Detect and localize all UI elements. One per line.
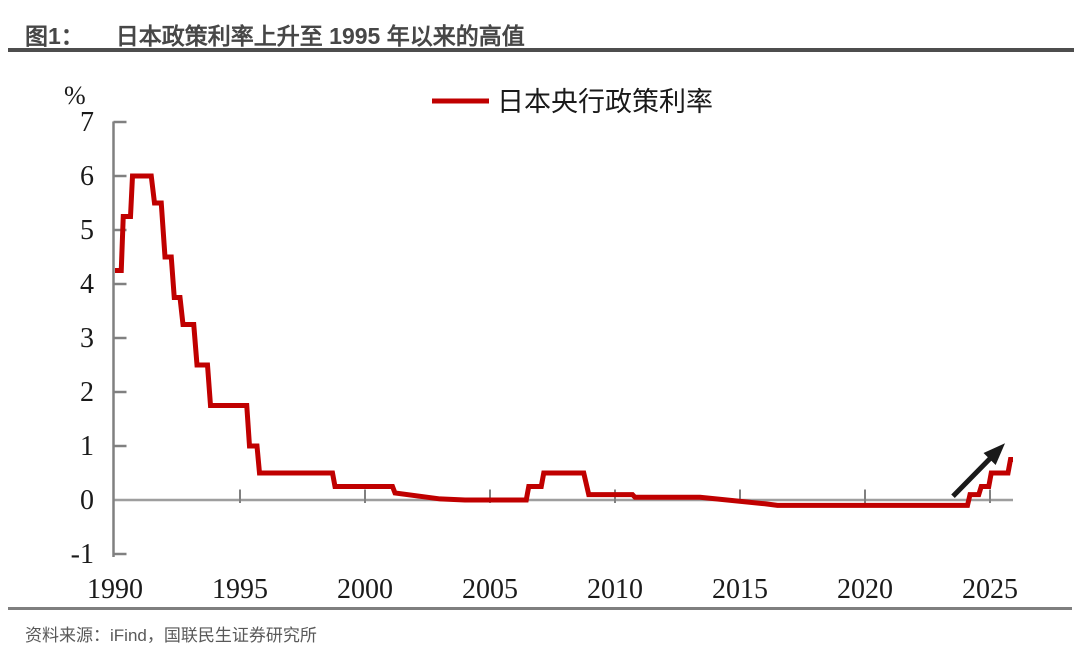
y-axis-label: -1: [71, 539, 94, 570]
x-axis-label: 2015: [712, 574, 768, 605]
x-axis-label: 1990: [87, 574, 143, 605]
y-axis-label: 3: [80, 323, 94, 354]
footer-divider: [8, 607, 1072, 610]
y-axis-label: 7: [80, 107, 94, 138]
y-axis-label: 1: [80, 431, 94, 462]
x-axis-label: 2025: [962, 574, 1018, 605]
title-underline: [8, 48, 1074, 52]
x-axis-label: 2000: [337, 574, 393, 605]
policy-rate-series-line: [115, 173, 1013, 508]
y-axis-label: 0: [80, 485, 94, 516]
source-note: 资料来源：iFind，国联民生证券研究所: [25, 626, 317, 645]
x-axis-label: 1995: [212, 574, 268, 605]
trend-arrow-shaft: [951, 450, 999, 498]
figure-title: 日本政策利率上升至 1995 年以来的高值: [115, 23, 525, 49]
figure-label: 图1：: [25, 23, 84, 49]
x-axis-label: 2010: [587, 574, 643, 605]
x-axis-label: 2020: [837, 574, 893, 605]
y-axis-label: 4: [80, 269, 94, 300]
y-axis-label: 5: [80, 215, 94, 246]
trend-arrow-head: [983, 443, 1005, 465]
y-axis-label: 2: [80, 377, 94, 408]
figure-title-row: 图1： 日本政策利率上升至 1995 年以来的高值: [25, 17, 525, 51]
y-axis-label: 6: [80, 161, 94, 192]
y-axis-unit-label: %: [64, 81, 86, 110]
legend-label: 日本央行政策利率: [497, 87, 713, 117]
x-axis-label: 2005: [462, 574, 518, 605]
